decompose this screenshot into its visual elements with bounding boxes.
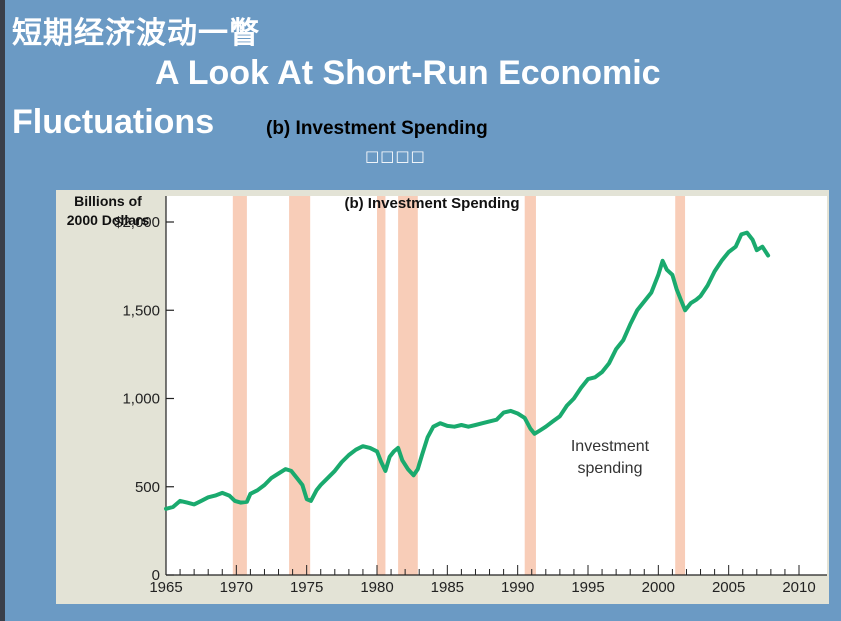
y-axis-label-line2: 2000 Dollars (67, 212, 150, 228)
recession-bands (232, 196, 686, 575)
chart-panel: 0 500 1,000 1,500 $2,000 1965 1970 1975 1980 1985… (56, 190, 829, 604)
y-tick-label-500: 500 (135, 479, 160, 496)
recession-band-3 (377, 196, 386, 575)
series-annotation-line1: Investment (571, 438, 650, 455)
y-tick-label-2000: $2,000 (114, 214, 160, 231)
x-tick-label-2005: 2005 (712, 579, 745, 596)
recession-band-4 (398, 196, 418, 575)
x-tick-label-2010: 2010 (782, 579, 815, 596)
slide-left-edge (0, 0, 5, 621)
slide-subtitle: (b) Investment Spending (266, 118, 488, 139)
recession-band-6 (675, 196, 686, 575)
slide-title-english-line2: Fluctuations (12, 103, 215, 141)
y-tick-label-1500: 1,500 (122, 302, 160, 319)
investment-spending-chart: 0 500 1,000 1,500 $2,000 1965 1970 1975 1980 1985… (56, 190, 829, 604)
recession-band-1 (232, 196, 247, 575)
x-tick-label-1965: 1965 (149, 579, 182, 596)
y-tick-label-1000: 1,000 (122, 391, 160, 408)
x-tick-label-1995: 1995 (571, 579, 604, 596)
plot-area (166, 196, 827, 575)
x-tick-label-1990: 1990 (501, 579, 534, 596)
x-tick-label-1985: 1985 (431, 579, 464, 596)
x-tick-label-1980: 1980 (360, 579, 393, 596)
series-annotation-line2: spending (578, 460, 643, 477)
recession-band-2 (289, 196, 311, 575)
y-axis-label-line1: Billions of (74, 193, 142, 209)
recession-band-5 (524, 196, 536, 575)
x-tick-label-1970: 1970 (220, 579, 253, 596)
axis-layer: 0 500 1,000 1,500 $2,000 1965 1970 1975 1980 1985… (114, 196, 827, 596)
x-tick-label-2000: 2000 (642, 579, 675, 596)
chart-title: (b) Investment Spending (344, 195, 519, 212)
y-tick-label-0: 0 (152, 567, 160, 584)
x-tick-label-1975: 1975 (290, 579, 323, 596)
missing-glyph-placeholder: □□□□ (365, 147, 426, 165)
investment-spending-line (164, 230, 771, 511)
slide-title-chinese: 短期经济波动一瞥 (12, 16, 260, 51)
slide-title-english-line1: A Look At Short-Run Economic (155, 54, 661, 92)
